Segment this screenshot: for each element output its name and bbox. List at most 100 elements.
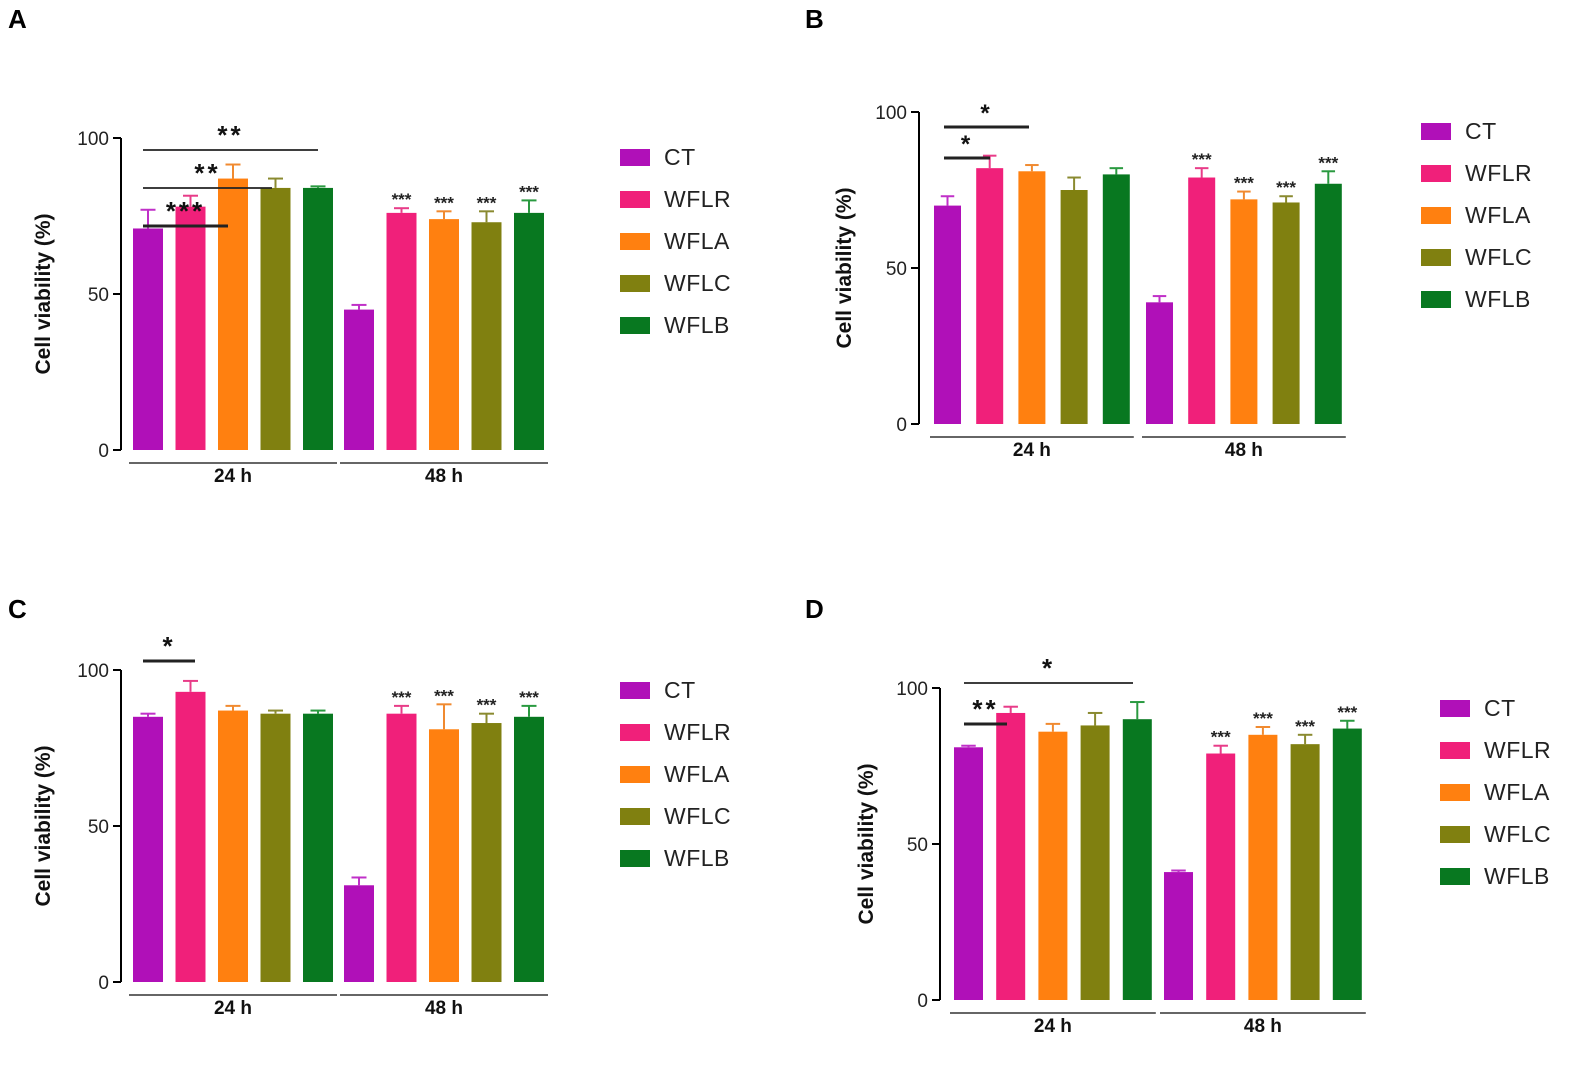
panel-d: D 0 50 100 Cell viability (%) 24 h *** *** *** *…	[797, 532, 1594, 1064]
legend-swatch	[620, 681, 650, 699]
bar	[1272, 202, 1300, 424]
legend-item: WFLA	[620, 753, 731, 795]
legend-swatch	[1421, 122, 1451, 140]
legend-label: WFLC	[1484, 820, 1552, 847]
y-tick-label: 100	[875, 103, 907, 124]
bar	[1018, 171, 1046, 424]
group-label: 24 h	[1034, 1016, 1072, 1037]
legend-swatch	[1421, 248, 1451, 266]
y-tick-label: 0	[98, 973, 109, 994]
legend-item: CT	[620, 136, 731, 178]
comparison-label: **	[217, 120, 243, 150]
significance-mark: ***	[519, 182, 539, 201]
bar	[1102, 174, 1130, 424]
y-tick-label: 50	[907, 835, 928, 856]
legend-item: WFLA	[1440, 771, 1551, 813]
legend-label: WFLR	[1465, 159, 1533, 186]
panel-c: C 0 50 100 Cell viability (%) 24 h *** *** *** *…	[0, 532, 797, 1064]
bar	[934, 205, 961, 424]
significance-mark: ***	[1337, 703, 1357, 722]
bar	[1146, 302, 1173, 424]
group-label: 48 h	[1244, 1016, 1282, 1037]
legend-item: WFLB	[1440, 855, 1551, 897]
legend: CT WFLR WFLA WFLC WFLB	[1440, 687, 1551, 897]
legend-item: WFLC	[1421, 236, 1532, 278]
bar	[1060, 190, 1088, 424]
bar	[954, 747, 983, 1000]
significance-mark: ***	[434, 193, 454, 212]
bar	[1164, 872, 1193, 1000]
legend-label: CT	[664, 143, 696, 170]
legend-item: WFLC	[620, 262, 731, 304]
comparison-label: **	[194, 158, 220, 188]
bar	[429, 729, 459, 982]
y-tick-label: 50	[886, 259, 907, 280]
panel-label: D	[805, 594, 824, 624]
legend-item: WFLB	[1421, 278, 1532, 320]
bar	[133, 228, 163, 450]
significance-mark: ***	[519, 688, 539, 707]
bar	[344, 885, 374, 982]
bar	[471, 222, 502, 450]
legend: CT WFLR WFLA WFLC WFLB	[620, 136, 731, 346]
bar	[303, 713, 333, 982]
significance-mark: ***	[1234, 174, 1254, 193]
bar	[996, 712, 1026, 1000]
legend-label: WFLC	[1465, 243, 1533, 270]
legend-item: WFLA	[620, 220, 731, 262]
bar	[471, 723, 502, 982]
legend-swatch	[1440, 825, 1470, 843]
panel-b: B 0 50 100 Cell viability (%) 24 h *** *** *** *…	[797, 0, 1594, 532]
bar	[514, 716, 544, 982]
bar	[1206, 753, 1236, 1000]
legend-label: WFLR	[664, 718, 732, 745]
legend-label: WFLA	[1484, 778, 1550, 805]
bar	[218, 178, 248, 450]
bar	[1080, 725, 1110, 1000]
bar	[1122, 719, 1152, 1000]
significance-mark: ***	[392, 688, 412, 707]
group-label: 48 h	[1225, 440, 1263, 461]
legend-swatch	[620, 274, 650, 292]
panel-label: C	[8, 594, 27, 624]
legend-item: WFLB	[620, 837, 731, 879]
y-tick-label: 50	[88, 817, 109, 838]
y-tick-label: 100	[77, 661, 109, 682]
significance-mark: ***	[477, 193, 497, 212]
bar	[514, 212, 544, 450]
y-tick-label: 100	[896, 679, 928, 700]
comparison-label: *	[1042, 653, 1055, 683]
panel-label: B	[805, 4, 824, 34]
bar	[976, 168, 1004, 424]
bar	[218, 710, 248, 982]
bar	[1248, 734, 1278, 1000]
comparison-label: ***	[166, 196, 205, 226]
bar	[344, 309, 374, 450]
legend-label: WFLB	[664, 844, 730, 871]
significance-mark: ***	[1276, 178, 1296, 197]
significance-mark: ***	[434, 686, 454, 705]
legend-label: WFLB	[1484, 862, 1550, 889]
legend-swatch	[1440, 867, 1470, 885]
y-tick-label: 0	[896, 415, 907, 436]
bar	[175, 691, 206, 982]
bar	[386, 713, 417, 982]
legend-item: WFLR	[1440, 729, 1551, 771]
significance-mark: ***	[1211, 728, 1231, 747]
legend-label: CT	[1484, 694, 1516, 721]
legend-label: WFLC	[664, 269, 732, 296]
bar	[303, 187, 333, 451]
bar	[260, 713, 291, 982]
y-tick-label: 50	[88, 285, 109, 306]
legend-label: WFLR	[664, 185, 732, 212]
legend-item: CT	[1421, 110, 1532, 152]
significance-mark: ***	[392, 190, 412, 209]
panel-a: A 0 50 100 Cell viability (%) 24 h *** *** *** *…	[0, 0, 797, 532]
legend-label: WFLB	[664, 311, 730, 338]
group-label: 24 h	[214, 466, 252, 487]
legend-label: WFLA	[664, 227, 730, 254]
legend-swatch	[1440, 741, 1470, 759]
bar	[1230, 199, 1258, 424]
